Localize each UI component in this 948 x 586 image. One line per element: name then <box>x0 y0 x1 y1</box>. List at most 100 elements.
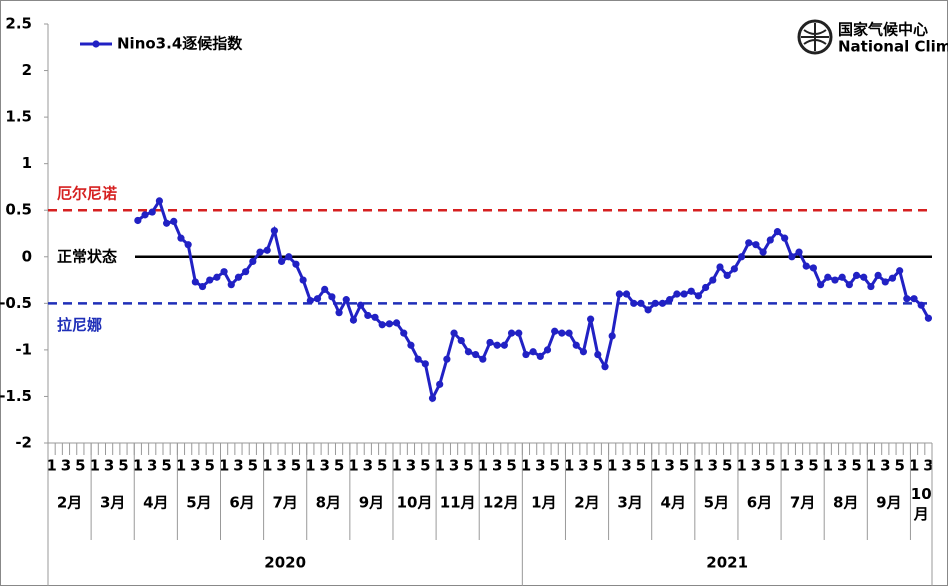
data-point <box>658 299 667 307</box>
data-point <box>342 296 350 304</box>
data-point <box>644 306 652 314</box>
data-point <box>407 341 415 349</box>
x-tick-label: 3 <box>708 457 718 475</box>
month-label: 7月 <box>272 494 297 512</box>
month-label: 11月 <box>440 494 476 512</box>
data-point <box>594 350 602 359</box>
data-point <box>529 348 537 356</box>
month-label: 12月 <box>483 494 519 512</box>
month-label: 6月 <box>229 494 254 512</box>
data-point <box>838 273 846 281</box>
x-tick-label: 3 <box>492 457 502 475</box>
data-point <box>745 239 753 247</box>
data-point <box>773 228 782 236</box>
data-point <box>357 301 365 309</box>
month-label: 4月 <box>143 494 168 512</box>
x-tick-label: 3 <box>880 457 890 475</box>
data-point <box>206 276 214 284</box>
data-point <box>306 296 314 305</box>
data-point <box>702 283 710 292</box>
x-tick-label: 5 <box>549 457 559 475</box>
data-point <box>464 348 473 356</box>
x-tick-label: 5 <box>118 457 128 475</box>
legend-label: Nino3.4逐候指数 <box>117 35 243 53</box>
month-label: 7月 <box>790 494 815 512</box>
x-tick-label: 5 <box>808 457 818 475</box>
data-point <box>428 394 437 402</box>
x-tick-label: 1 <box>779 457 789 475</box>
data-point <box>378 321 386 329</box>
data-point <box>486 338 494 347</box>
data-point <box>694 292 703 300</box>
data-point <box>630 299 638 307</box>
x-tick-label: 3 <box>147 457 157 475</box>
data-point <box>730 265 738 273</box>
data-point <box>299 276 307 284</box>
data-point <box>385 320 393 328</box>
logo-emblem-lines <box>801 23 829 51</box>
y-tick-label: 0.5 <box>5 201 32 219</box>
data-point <box>809 264 818 272</box>
data-point <box>737 253 746 261</box>
month-label: 2月 <box>574 494 599 512</box>
x-tick-label: 5 <box>420 457 430 475</box>
month-label: 2月 <box>57 494 82 512</box>
legend-marker <box>92 40 100 48</box>
x-tick-label: 1 <box>736 457 746 475</box>
reference-label: 拉尼娜 <box>57 316 102 334</box>
x-tick-label: 3 <box>837 457 847 475</box>
x-tick-label: 5 <box>248 457 258 475</box>
data-point <box>831 276 839 284</box>
data-point <box>421 360 429 368</box>
x-tick-label: 3 <box>535 457 545 475</box>
reference-label: 正常状态 <box>57 247 117 265</box>
data-point <box>608 332 616 340</box>
data-point <box>277 257 286 266</box>
data-point <box>364 311 372 320</box>
x-tick-label: 1 <box>46 457 56 475</box>
data-point <box>328 293 336 301</box>
data-point <box>680 290 688 298</box>
data-point <box>651 299 659 307</box>
data-point <box>788 253 796 261</box>
x-tick-label: 3 <box>923 457 933 475</box>
data-point <box>220 268 228 276</box>
x-tick-label: 3 <box>276 457 286 475</box>
data-point <box>622 290 631 298</box>
x-tick-label: 1 <box>521 457 531 475</box>
data-point <box>134 216 142 225</box>
x-tick-label: 3 <box>319 457 329 475</box>
y-tick-label: 0 <box>22 247 32 265</box>
y-tick-label: 1.5 <box>5 108 32 126</box>
data-point <box>234 273 243 281</box>
data-point <box>860 273 868 281</box>
data-point <box>551 327 559 335</box>
x-tick-label: 1 <box>133 457 143 475</box>
x-tick-label: 5 <box>161 457 171 475</box>
data-point <box>141 211 149 219</box>
data-point <box>148 208 156 216</box>
data-point <box>802 262 810 270</box>
data-point <box>155 197 163 205</box>
data-point <box>493 341 501 349</box>
y-tick-label: 2.5 <box>5 15 32 33</box>
data-point <box>170 217 178 225</box>
x-tick-label: 1 <box>305 457 315 475</box>
data-point <box>472 350 480 359</box>
logo-title: 国家气候中心 <box>838 21 928 39</box>
data-point <box>896 267 904 275</box>
year-label: 2020 <box>264 554 306 572</box>
x-tick-label: 3 <box>751 457 761 475</box>
data-point <box>924 314 933 322</box>
x-tick-label: 3 <box>190 457 200 475</box>
x-tick-label: 3 <box>104 457 114 475</box>
x-tick-label: 3 <box>363 457 373 475</box>
data-point <box>263 246 271 254</box>
x-tick-label: 5 <box>851 457 861 475</box>
data-point <box>781 234 789 242</box>
year-label: 2021 <box>706 554 748 572</box>
data-point <box>249 257 257 266</box>
data-point <box>213 273 221 281</box>
